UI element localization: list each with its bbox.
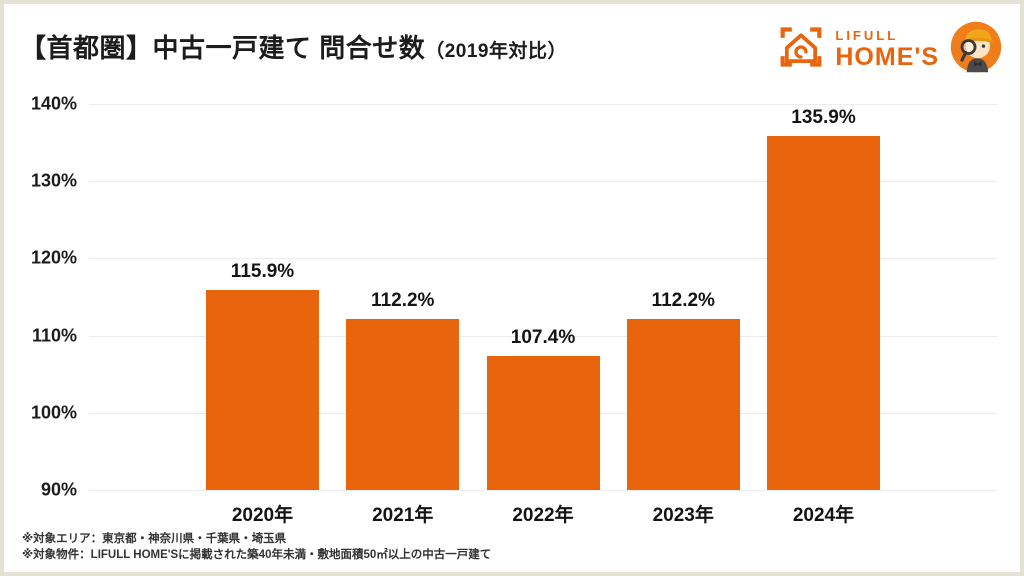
y-axis-tick-label: 100%	[30, 402, 77, 423]
page-title: 【首都圏】中古一戸建て 問合せ数（2019年対比）	[20, 28, 567, 65]
logo-lifull-text: LIFULL	[835, 27, 899, 43]
homes-mascot-icon	[948, 19, 1004, 80]
gridline	[89, 490, 997, 491]
y-axis-tick-label: 90%	[40, 479, 77, 500]
x-axis-label: 2023年	[652, 505, 714, 526]
footnote-property: ※対象物件：LIFULL HOME'Sに掲載された築40年未満・敷地面積50㎡以…	[22, 549, 492, 562]
y-axis-tick-label: 120%	[30, 247, 77, 268]
footnote-area: ※対象エリア：東京都・神奈川県・千葉県・埼玉県	[22, 532, 287, 545]
x-axis-label: 2021年	[372, 505, 434, 526]
bar-value-label: 107.4%	[510, 326, 576, 348]
bar-slot: 135.9% 2024年	[767, 104, 880, 526]
bar-2021年	[346, 318, 460, 490]
homes-house-viewfinder-icon	[776, 22, 826, 77]
page-title-sub: （2019年対比）	[425, 41, 568, 62]
bar-2024年	[767, 135, 880, 490]
bar-slot: 112.2% 2023年	[626, 104, 740, 526]
y-axis-tick-label: 130%	[30, 170, 77, 191]
bar-value-label: 115.9%	[230, 261, 295, 283]
y-axis-tick-label: 140%	[30, 93, 77, 114]
footnotes: ※対象エリア：東京都・神奈川県・千葉県・埼玉県 ※対象物件：LIFULL HOM…	[22, 531, 491, 564]
x-axis-label: 2020年	[231, 505, 294, 526]
gridline	[89, 335, 997, 337]
bar-slot: 107.4% 2022年	[486, 104, 600, 526]
x-axis-label: 2024年	[792, 505, 855, 526]
x-axis-label: 2022年	[512, 505, 574, 526]
logo-homes-text: HOME'S	[835, 42, 939, 71]
bar-2022年	[486, 355, 600, 490]
bar-2020年	[206, 290, 319, 490]
page-title-main: 【首都圏】中古一戸建て 問合せ数	[20, 33, 426, 63]
bars-container: 115.9% 2020年 112.2% 2021年 107.4% 2022年 112.2% 2…	[206, 104, 880, 526]
y-axis-tick-label: 110%	[31, 325, 77, 346]
logo-wordmark: LIFULL HOME'S	[835, 29, 939, 70]
bar-value-label: 112.2%	[371, 289, 435, 311]
bar-chart: 140% 130% 120% 110% 100% 90% 115.9% 2020年 112.2%…	[31, 94, 997, 526]
gridline	[89, 104, 997, 105]
bar-2023年	[626, 318, 740, 490]
bar-slot: 112.2% 2021年	[346, 104, 460, 526]
gridline	[89, 181, 997, 183]
lifull-homes-logo: LIFULL HOME'S	[776, 20, 1004, 78]
bar-value-label: 112.2%	[651, 289, 715, 311]
bar-value-label: 135.9%	[791, 106, 856, 128]
gridline	[89, 258, 997, 260]
bar-slot: 115.9% 2020年	[206, 104, 319, 526]
